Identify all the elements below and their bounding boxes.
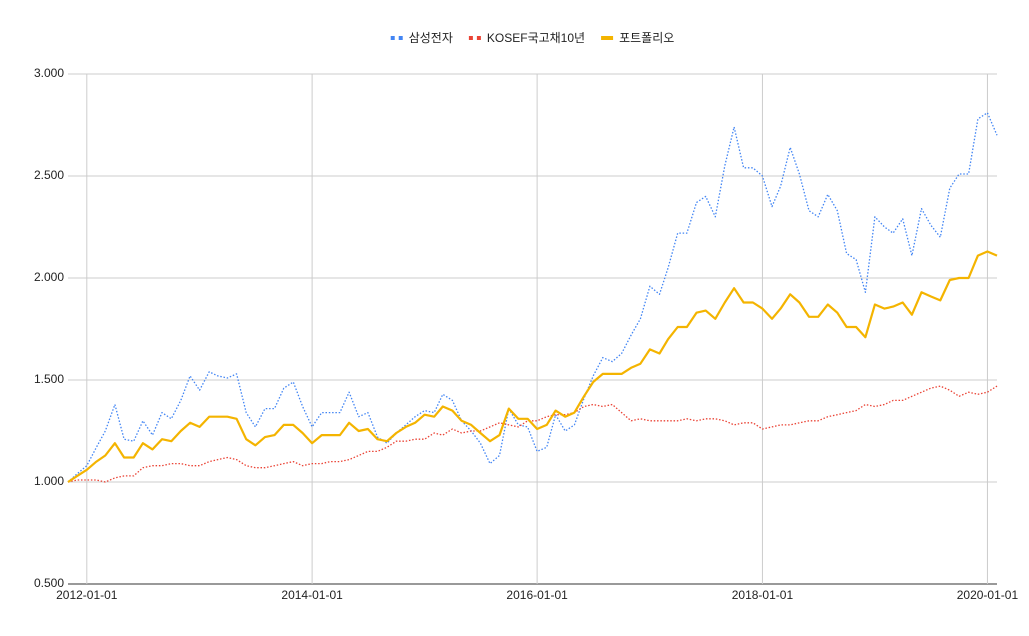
y-tick-label: 2.000 <box>34 270 64 284</box>
legend-label: 포트폴리오 <box>619 31 674 45</box>
legend-marker <box>601 36 614 40</box>
x-tick-label: 2012-01-01 <box>56 588 118 602</box>
legend-marker <box>398 36 403 40</box>
legend-marker <box>468 36 473 40</box>
legend-label: KOSEF국고채10년 <box>487 31 585 45</box>
x-tick-label: 2018-01-01 <box>732 588 794 602</box>
x-tick-label: 2016-01-01 <box>506 588 568 602</box>
series-line <box>67 112 998 483</box>
legend-label: 삼성전자 <box>409 31 453 45</box>
y-tick-label: 1.500 <box>34 372 64 386</box>
x-tick-label: 2020-01-01 <box>957 588 1019 602</box>
legend-marker <box>476 36 481 40</box>
series-line <box>67 385 998 483</box>
x-tick-label: 2014-01-01 <box>281 588 343 602</box>
y-tick-label: 0.500 <box>34 576 64 590</box>
y-tick-label: 3.000 <box>34 66 64 80</box>
y-tick-label: 1.000 <box>34 474 64 488</box>
legend-marker <box>390 36 395 40</box>
series-line <box>67 250 998 483</box>
y-tick-label: 2.500 <box>34 168 64 182</box>
